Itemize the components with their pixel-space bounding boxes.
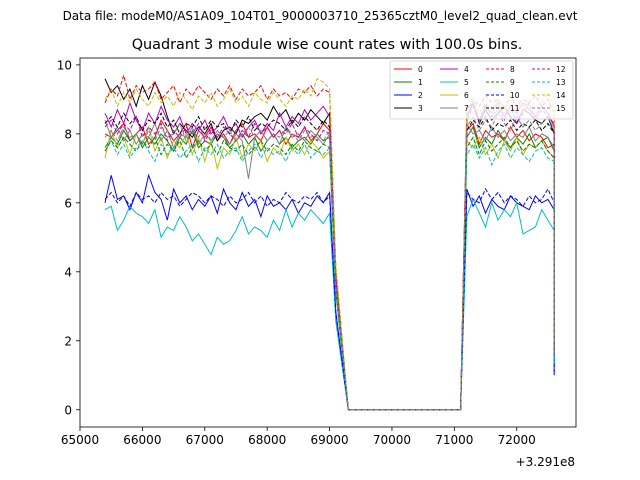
legend-label-5: 5 (464, 78, 469, 87)
legend-label-0: 0 (418, 65, 423, 74)
x-tick-label: 69000 (310, 433, 348, 447)
x-tick-label: 70000 (373, 433, 411, 447)
y-tick-label: 8 (64, 127, 72, 141)
chart-title: Quadrant 3 module wise count rates with … (132, 37, 523, 53)
series-line-6 (104, 125, 555, 411)
series-line-7 (104, 119, 555, 411)
legend-label-12: 12 (556, 65, 566, 74)
legend-label-8: 8 (510, 65, 515, 74)
legend-label-2: 2 (418, 91, 423, 100)
plot-lines (104, 73, 555, 411)
series-line-13 (104, 139, 555, 411)
series-line-14 (104, 77, 555, 411)
legend-label-6: 6 (464, 91, 469, 100)
series-line-2 (104, 173, 555, 411)
legend-label-10: 10 (510, 91, 520, 100)
legend-label-15: 15 (556, 104, 566, 113)
legend-label-7: 7 (464, 104, 469, 113)
y-tick-label: 0 (64, 403, 72, 417)
series-line-10 (104, 187, 555, 411)
y-tick-label: 4 (64, 265, 72, 279)
series-line-5 (104, 198, 555, 411)
y-tick-label: 6 (64, 196, 72, 210)
y-axis-ticks: 0 2 4 6 8 10 (57, 58, 80, 417)
legend-label-1: 1 (418, 78, 423, 87)
series-line-1 (104, 125, 555, 411)
chart-suptitle: Data file: modeM0/AS1A09_104T01_90000037… (63, 9, 578, 23)
x-offset-label: +3.291e8 (516, 455, 575, 469)
legend-label-3: 3 (418, 104, 423, 113)
legend-label-11: 11 (510, 104, 520, 113)
x-tick-label: 71000 (435, 433, 473, 447)
x-tick-label: 67000 (186, 433, 224, 447)
legend-label-14: 14 (556, 91, 566, 100)
y-tick-label: 2 (64, 334, 72, 348)
legend-label-13: 13 (556, 78, 566, 87)
series-line-0 (104, 118, 555, 411)
plot-frame (79, 57, 577, 428)
legend-box (389, 60, 574, 120)
x-axis-ticks: 65000 66000 67000 68000 69000 70000 71000 72000 (61, 427, 536, 447)
x-tick-label: 66000 (123, 433, 161, 447)
series-line-9 (104, 136, 555, 411)
legend-label-4: 4 (464, 65, 469, 74)
x-tick-label: 65000 (61, 433, 99, 447)
x-tick-label: 68000 (248, 433, 286, 447)
series-line-11 (104, 112, 555, 411)
x-tick-label: 72000 (498, 433, 536, 447)
legend-label-9: 9 (510, 78, 515, 87)
y-tick-label: 10 (57, 58, 72, 72)
